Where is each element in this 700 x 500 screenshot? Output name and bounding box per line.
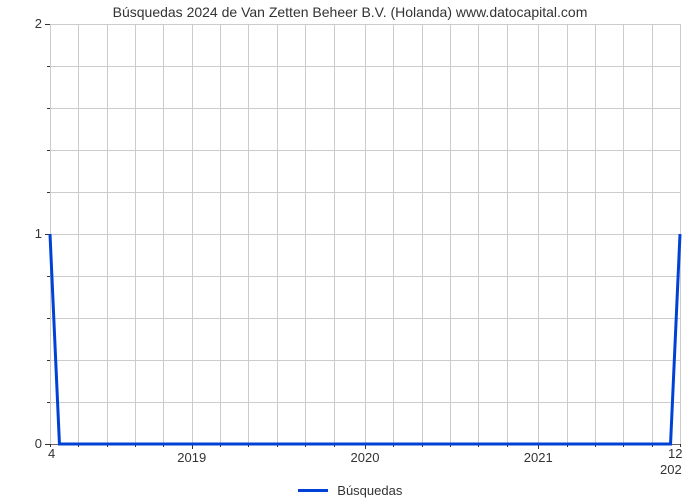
line-series bbox=[0, 0, 700, 500]
legend-swatch bbox=[298, 489, 328, 492]
secondary-x-right: 12 bbox=[668, 446, 682, 461]
legend: Búsquedas bbox=[0, 482, 700, 498]
secondary-x-right2: 202 bbox=[660, 462, 682, 477]
legend-label: Búsquedas bbox=[337, 483, 402, 498]
secondary-x-left: 4 bbox=[48, 446, 55, 461]
